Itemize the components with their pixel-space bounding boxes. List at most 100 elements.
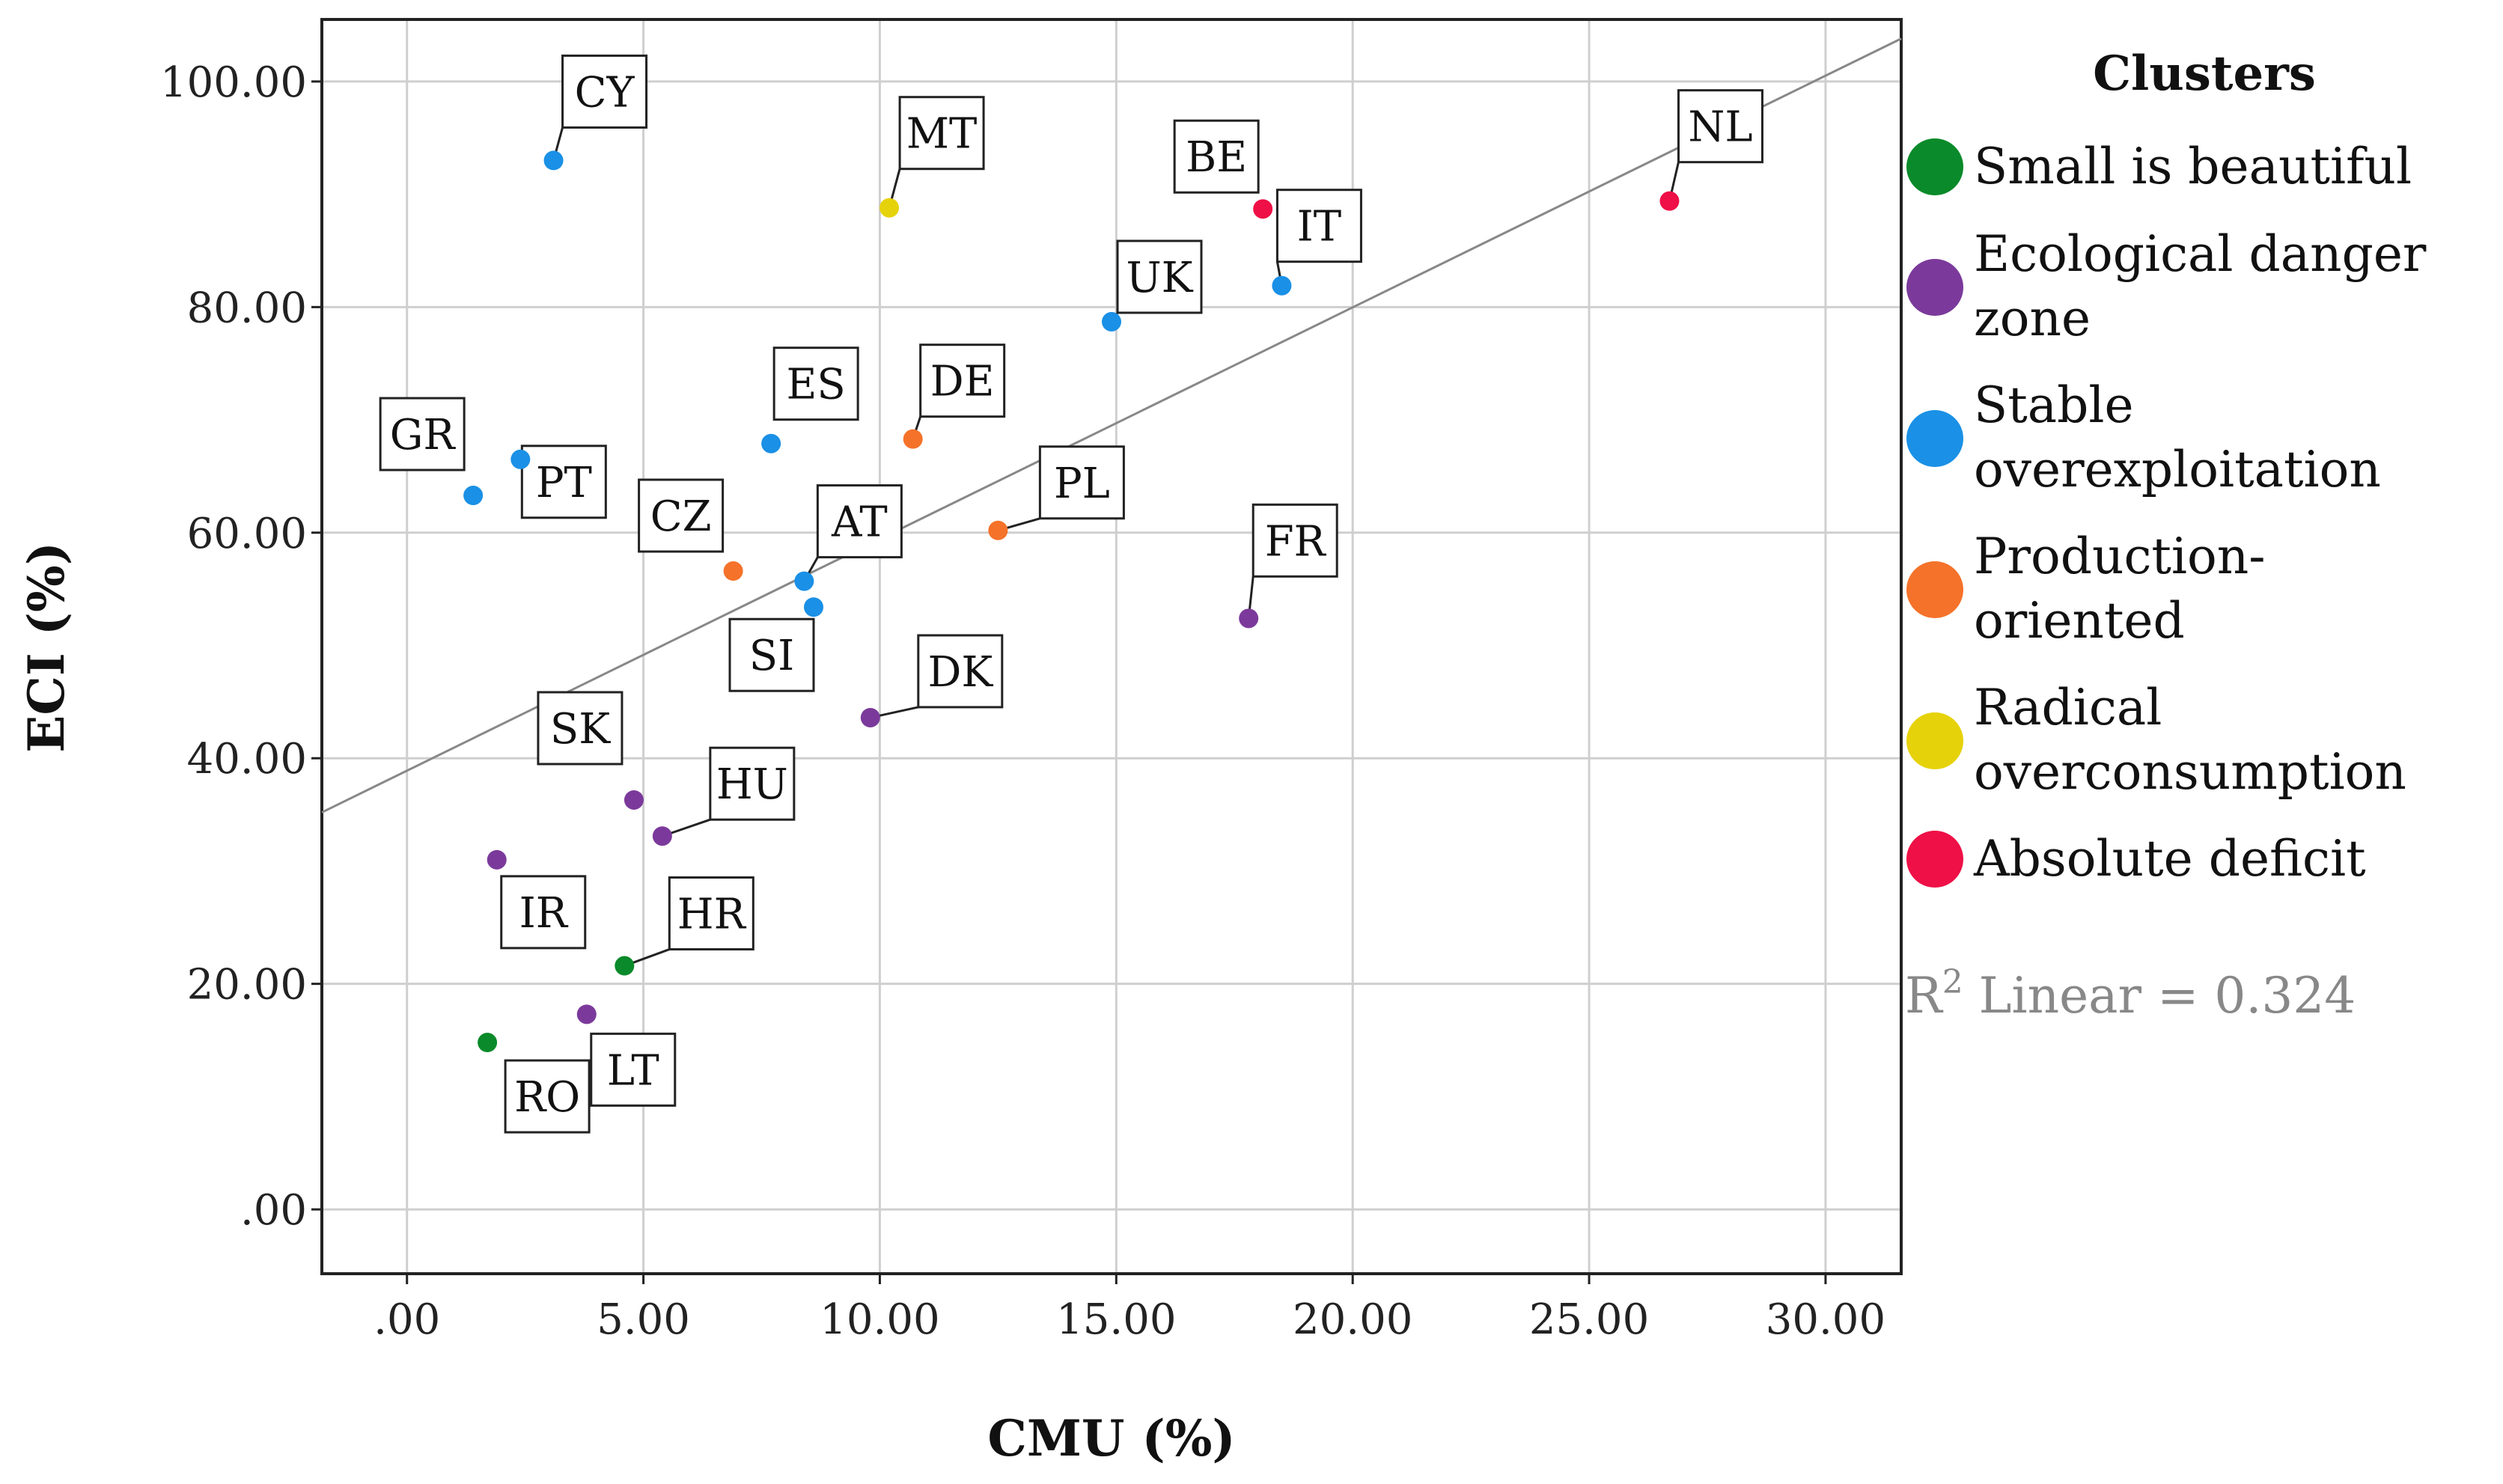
point-label: CY bbox=[575, 68, 635, 117]
point-label-box bbox=[379, 397, 466, 471]
point-label: FR bbox=[1265, 517, 1327, 566]
point-label: BE bbox=[1186, 133, 1247, 182]
point-label-box bbox=[1116, 239, 1203, 314]
point-label-box bbox=[1173, 119, 1260, 194]
data-point bbox=[804, 597, 824, 617]
point-label: MT bbox=[906, 110, 978, 159]
point-label-box bbox=[1677, 89, 1763, 164]
y-tick-label: 60.00 bbox=[187, 510, 307, 558]
x-tick-label: 25.00 bbox=[1529, 1295, 1649, 1344]
data-point bbox=[1239, 608, 1259, 629]
data-point bbox=[723, 561, 743, 581]
point-label-box bbox=[1038, 445, 1125, 520]
legend-label: overconsumption bbox=[1974, 743, 2406, 801]
legend-label: Small is beautiful bbox=[1974, 138, 2412, 195]
point-label-box bbox=[504, 1059, 591, 1134]
r-squared-superscript: 2 bbox=[1942, 963, 1963, 1001]
x-tick-label: 15.00 bbox=[1056, 1295, 1176, 1344]
data-point bbox=[543, 150, 564, 171]
data-point bbox=[879, 198, 900, 218]
point-label: ES bbox=[787, 361, 846, 409]
data-point bbox=[624, 790, 644, 810]
data-point bbox=[794, 571, 814, 591]
point-label-box bbox=[919, 343, 1006, 418]
data-point bbox=[576, 1004, 597, 1025]
point-label: HR bbox=[677, 891, 747, 939]
legend-swatch bbox=[1906, 561, 1963, 618]
point-label-box bbox=[500, 875, 587, 950]
legend-label: Absolute deficit bbox=[1973, 830, 2366, 888]
legend-swatch bbox=[1906, 831, 1963, 888]
legend-label: Radical bbox=[1974, 679, 2162, 736]
point-label-box bbox=[709, 746, 796, 821]
plot-frame bbox=[320, 18, 1903, 1275]
legend-swatch bbox=[1906, 138, 1963, 195]
data-point bbox=[463, 486, 484, 506]
point-label: SK bbox=[550, 705, 611, 754]
x-tick-label: 30.00 bbox=[1766, 1295, 1885, 1344]
point-label: RO bbox=[514, 1073, 580, 1122]
y-tick-label: 40.00 bbox=[187, 735, 307, 784]
point-label: AT bbox=[831, 498, 888, 547]
regression-line bbox=[321, 37, 1902, 813]
point-label: DK bbox=[927, 648, 993, 697]
point-label: DE bbox=[930, 358, 995, 406]
point-label: UK bbox=[1126, 254, 1193, 302]
point-label: CZ bbox=[650, 492, 712, 541]
legend-label: Ecological danger bbox=[1974, 225, 2427, 283]
legend-swatch bbox=[1906, 259, 1963, 316]
point-label-box bbox=[590, 1032, 677, 1107]
point-label-box bbox=[816, 484, 903, 559]
r-squared-prefix: R bbox=[1905, 967, 1944, 1025]
legend-label: Production- bbox=[1974, 528, 2266, 585]
legend-label: overexploitation bbox=[1974, 441, 2381, 498]
data-point bbox=[652, 826, 672, 846]
point-label: LT bbox=[607, 1046, 659, 1095]
point-label: HU bbox=[716, 760, 788, 809]
y-axis-title: ECI (%) bbox=[17, 542, 76, 753]
data-point bbox=[761, 433, 781, 454]
legend-label: zone bbox=[1974, 290, 2091, 347]
y-tick-label: 20.00 bbox=[187, 961, 307, 1010]
point-label: SI bbox=[749, 632, 794, 680]
point-label-box bbox=[520, 445, 607, 519]
x-tick-label: 5.00 bbox=[597, 1295, 690, 1344]
point-label-box bbox=[561, 54, 648, 129]
point-label-box bbox=[1275, 189, 1362, 263]
legend-label: Stable bbox=[1974, 376, 2134, 434]
legend-swatch bbox=[1906, 712, 1963, 769]
legend-swatch bbox=[1906, 410, 1963, 467]
data-point bbox=[1253, 199, 1273, 219]
x-tick-label: .00 bbox=[374, 1295, 440, 1344]
data-point bbox=[1102, 311, 1121, 332]
point-label-box bbox=[898, 96, 985, 171]
y-tick-label: .00 bbox=[240, 1186, 307, 1235]
point-label: PT bbox=[536, 459, 592, 507]
legend: Clusters Small is beautiful Ecological da… bbox=[1905, 46, 2427, 1025]
data-point bbox=[903, 429, 923, 449]
point-label-box bbox=[537, 691, 624, 766]
point-label-box bbox=[668, 876, 754, 951]
point-label: IR bbox=[519, 889, 569, 938]
data-point bbox=[988, 520, 1008, 540]
r-squared-value: Linear = 0.324 bbox=[1963, 967, 2356, 1025]
point-label-box bbox=[638, 478, 725, 553]
data-point bbox=[478, 1033, 498, 1053]
data-point bbox=[510, 449, 531, 469]
x-tick-label: 10.00 bbox=[820, 1295, 939, 1344]
y-tick-label: 80.00 bbox=[187, 284, 307, 332]
r-squared-label: R2 Linear = 0.324 bbox=[1905, 963, 2356, 1025]
point-label: GR bbox=[390, 411, 457, 459]
point-label-box bbox=[1252, 503, 1338, 578]
data-point bbox=[860, 707, 880, 727]
x-tick-label: 20.00 bbox=[1293, 1295, 1412, 1344]
x-axis-title: CMU (%) bbox=[987, 1409, 1235, 1468]
y-tick-label: 100.00 bbox=[160, 58, 307, 107]
data-point bbox=[1659, 191, 1680, 211]
point-label-box bbox=[728, 617, 815, 692]
point-label-box bbox=[772, 346, 859, 421]
data-point bbox=[487, 849, 507, 870]
legend-label: oriented bbox=[1974, 592, 2185, 650]
point-label: NL bbox=[1688, 103, 1752, 152]
